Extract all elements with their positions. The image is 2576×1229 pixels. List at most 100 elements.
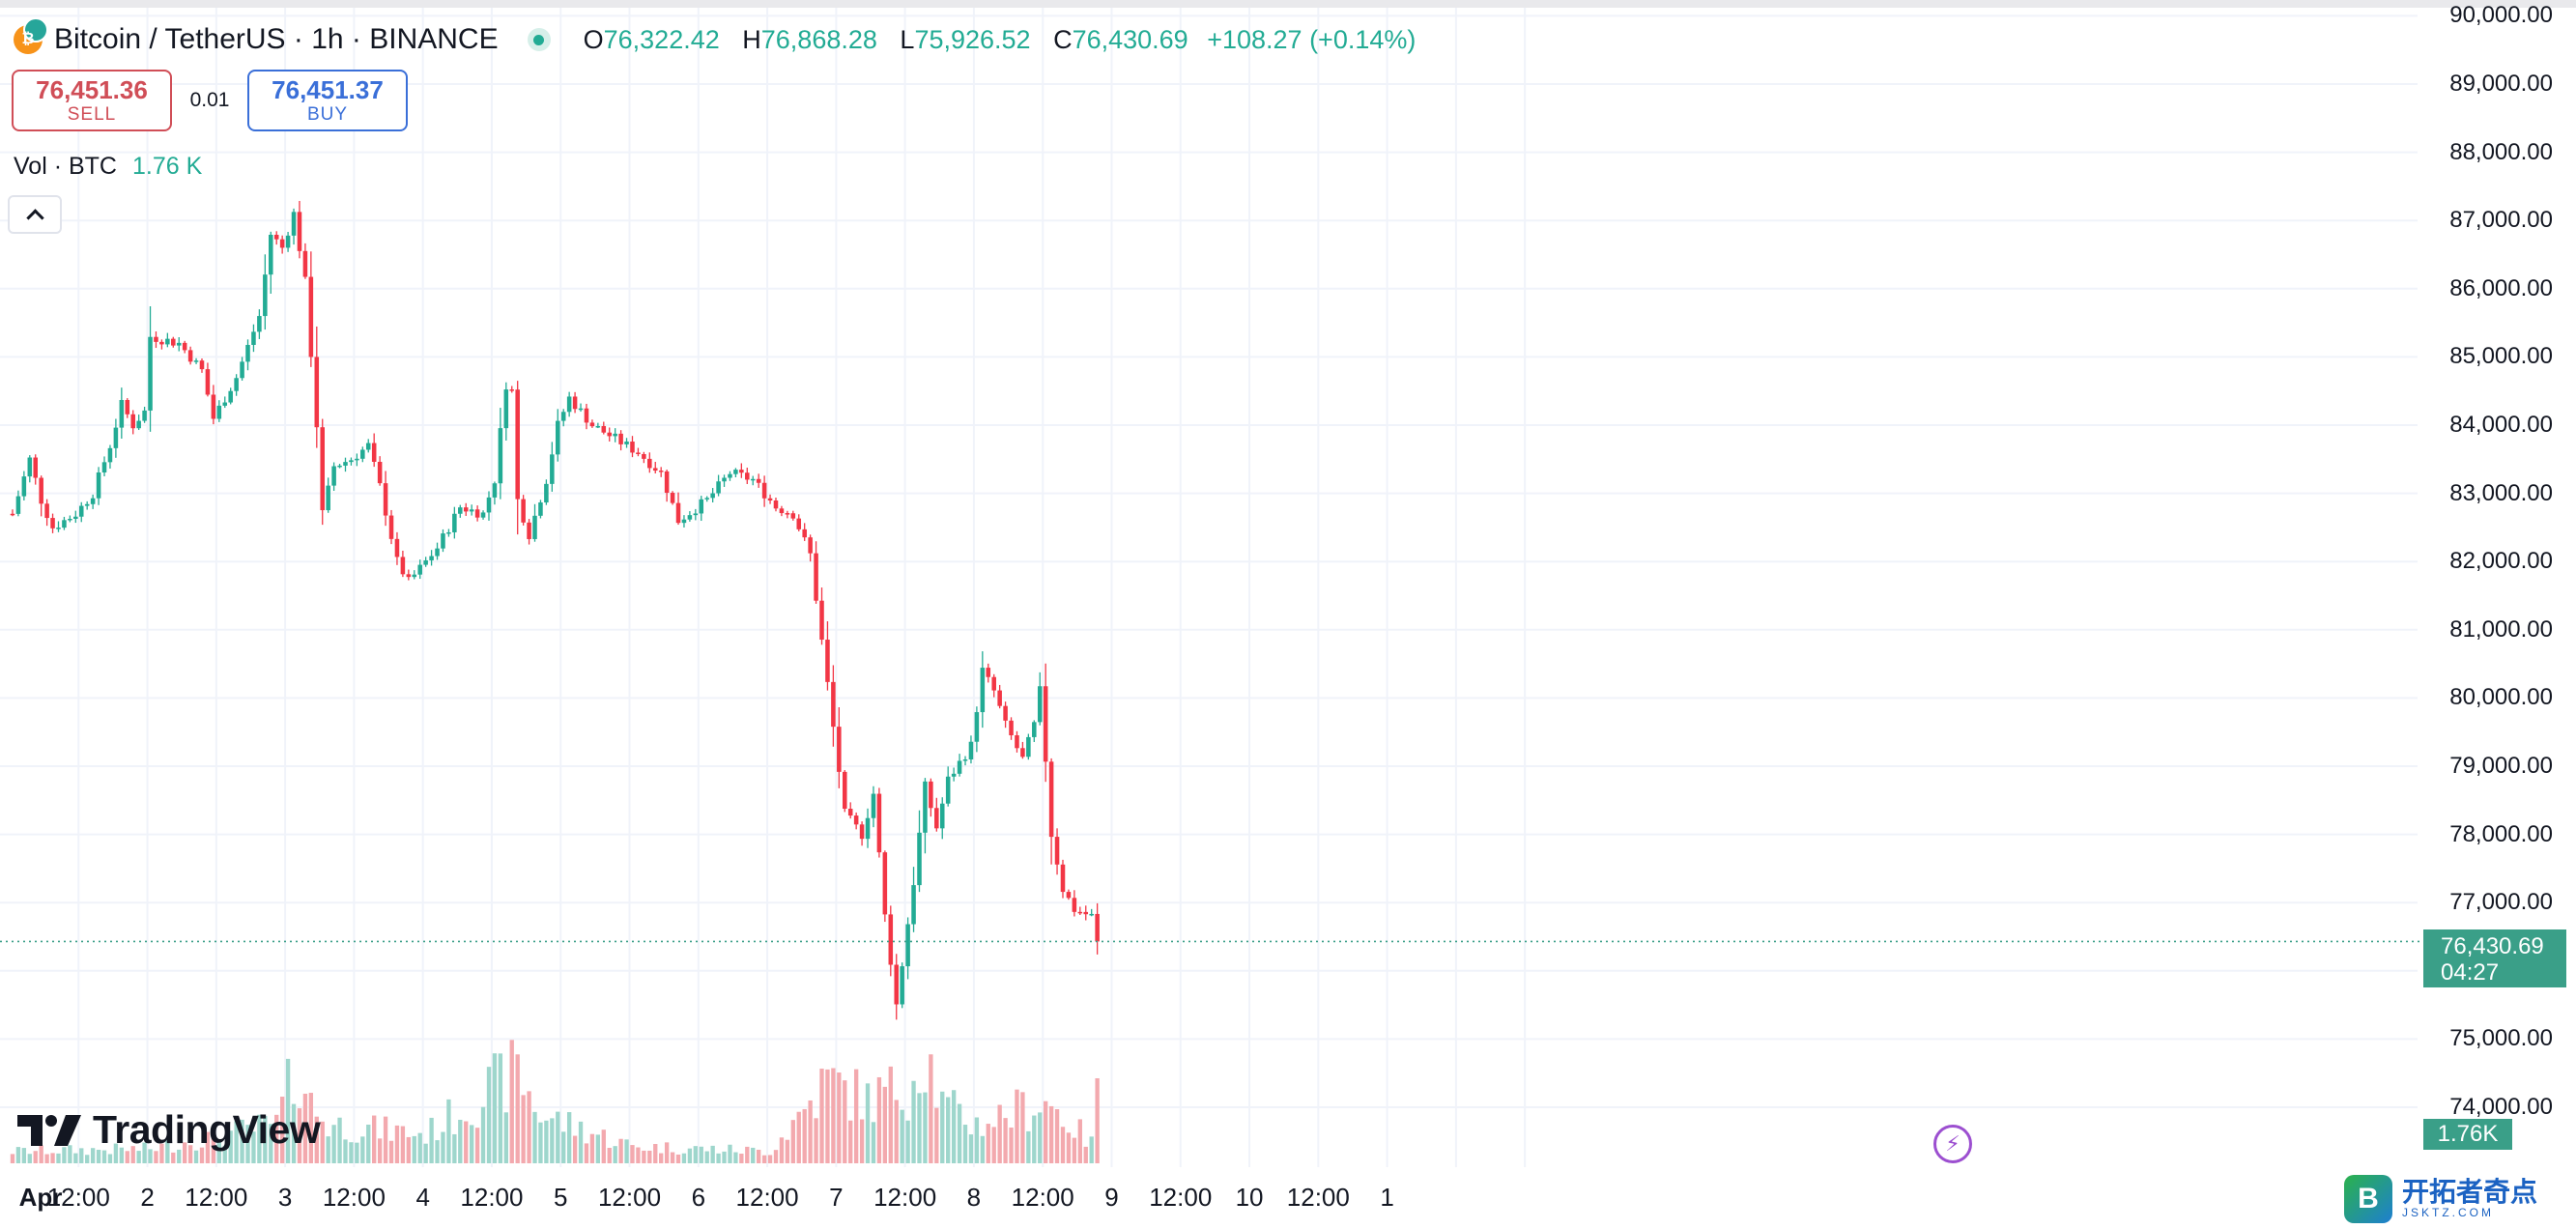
volume-bar <box>636 1147 641 1163</box>
candle <box>343 457 348 472</box>
volume-bar <box>865 1083 871 1163</box>
symbol-title[interactable]: Bitcoin / TetherUS · 1h · BINANCE <box>54 23 499 55</box>
sell-price: 76,451.36 <box>36 75 148 104</box>
volume-bar <box>21 1148 27 1163</box>
candle <box>613 428 617 443</box>
volume-bar <box>968 1134 974 1163</box>
candle <box>710 488 715 502</box>
candle <box>843 770 847 813</box>
candle <box>929 778 933 817</box>
candle <box>406 569 412 581</box>
time-tick-label: 12:00 <box>1286 1183 1350 1212</box>
volume-bar <box>911 1080 916 1163</box>
volume-bar <box>464 1121 469 1163</box>
candle <box>285 232 291 252</box>
volume-legend[interactable]: Vol · BTC 1.76 K <box>14 153 202 181</box>
candle <box>1037 672 1043 726</box>
volume-bar <box>618 1138 623 1163</box>
candle <box>56 521 61 532</box>
bar-countdown: 04:27 <box>2441 959 2500 986</box>
candle <box>90 494 96 509</box>
volume-bar <box>400 1126 406 1163</box>
candle <box>429 550 434 566</box>
volume-bar <box>733 1152 738 1163</box>
time-tick-label: 1 <box>1380 1183 1394 1212</box>
volume-bar <box>302 1093 308 1163</box>
market-status-icon[interactable] <box>527 28 551 51</box>
collapse-legend-button[interactable] <box>8 195 62 234</box>
candle <box>159 339 164 350</box>
candle <box>1054 828 1060 875</box>
candle <box>1003 701 1008 729</box>
open-value: 76,322.42 <box>603 24 720 54</box>
candle <box>664 470 670 502</box>
candle <box>1032 720 1037 742</box>
candle <box>308 251 314 367</box>
volume-bar <box>73 1153 78 1163</box>
candle <box>469 504 474 516</box>
candle <box>331 462 336 492</box>
volume-bar <box>876 1076 882 1163</box>
candle <box>515 381 520 535</box>
price-tick-label: 86,000.00 <box>2449 274 2553 301</box>
volume-bar <box>561 1131 566 1163</box>
candle <box>326 477 330 513</box>
candle <box>566 391 572 417</box>
volume-bar <box>761 1155 767 1163</box>
candle <box>802 523 807 541</box>
candle <box>636 447 641 457</box>
candle <box>371 433 377 468</box>
candle <box>154 331 158 349</box>
candle <box>84 500 90 510</box>
candle <box>859 821 865 846</box>
time-tick-label: 7 <box>829 1183 844 1212</box>
candle <box>693 508 699 521</box>
volume-bar <box>601 1129 606 1163</box>
volume-bar <box>228 1130 233 1163</box>
volume-bar <box>279 1097 285 1163</box>
volume-bar <box>136 1151 141 1163</box>
candle <box>939 797 945 840</box>
candle <box>882 850 888 923</box>
candle <box>337 464 342 469</box>
candle <box>245 339 250 371</box>
volume-bar <box>285 1058 291 1163</box>
time-tick-label: 12:00 <box>597 1183 662 1212</box>
candle <box>670 491 675 505</box>
volume-bar <box>991 1127 996 1163</box>
volume-bar <box>653 1143 658 1163</box>
time-tick-label: 6 <box>691 1183 706 1212</box>
candle <box>704 496 709 502</box>
volume-bar <box>613 1146 617 1163</box>
close-key: C <box>1053 24 1073 54</box>
candle <box>452 506 457 539</box>
candle <box>808 534 813 562</box>
volume-bar <box>165 1140 170 1163</box>
candle <box>15 490 21 517</box>
volume-bar <box>349 1142 354 1163</box>
volume-bar <box>1003 1118 1008 1163</box>
candle <box>1077 906 1083 916</box>
candle <box>1083 905 1089 921</box>
watermark-logo: B 开拓者奇点 JSKTZ.COM <box>2344 1175 2537 1223</box>
candle <box>796 514 802 532</box>
time-tick-label: 3 <box>277 1183 293 1212</box>
volume-bar <box>647 1150 652 1163</box>
sell-button[interactable]: 76,451.36 SELL <box>12 70 172 131</box>
candle <box>10 509 15 517</box>
lightning-icon[interactable]: ⚡ <box>1933 1125 1972 1163</box>
watermark-badge: B <box>2344 1175 2392 1223</box>
candle <box>377 456 383 486</box>
volume-bar <box>199 1147 205 1163</box>
candle <box>578 403 584 413</box>
candle <box>463 502 469 516</box>
buy-button[interactable]: 76,451.37 BUY <box>247 70 408 131</box>
candle <box>222 396 228 409</box>
volume-bar <box>337 1117 342 1163</box>
candle <box>911 867 916 932</box>
volume-bar <box>1095 1078 1100 1163</box>
volume-bar <box>119 1147 124 1163</box>
candle <box>509 386 515 393</box>
tradingview-logo[interactable]: TradingView <box>17 1107 321 1153</box>
